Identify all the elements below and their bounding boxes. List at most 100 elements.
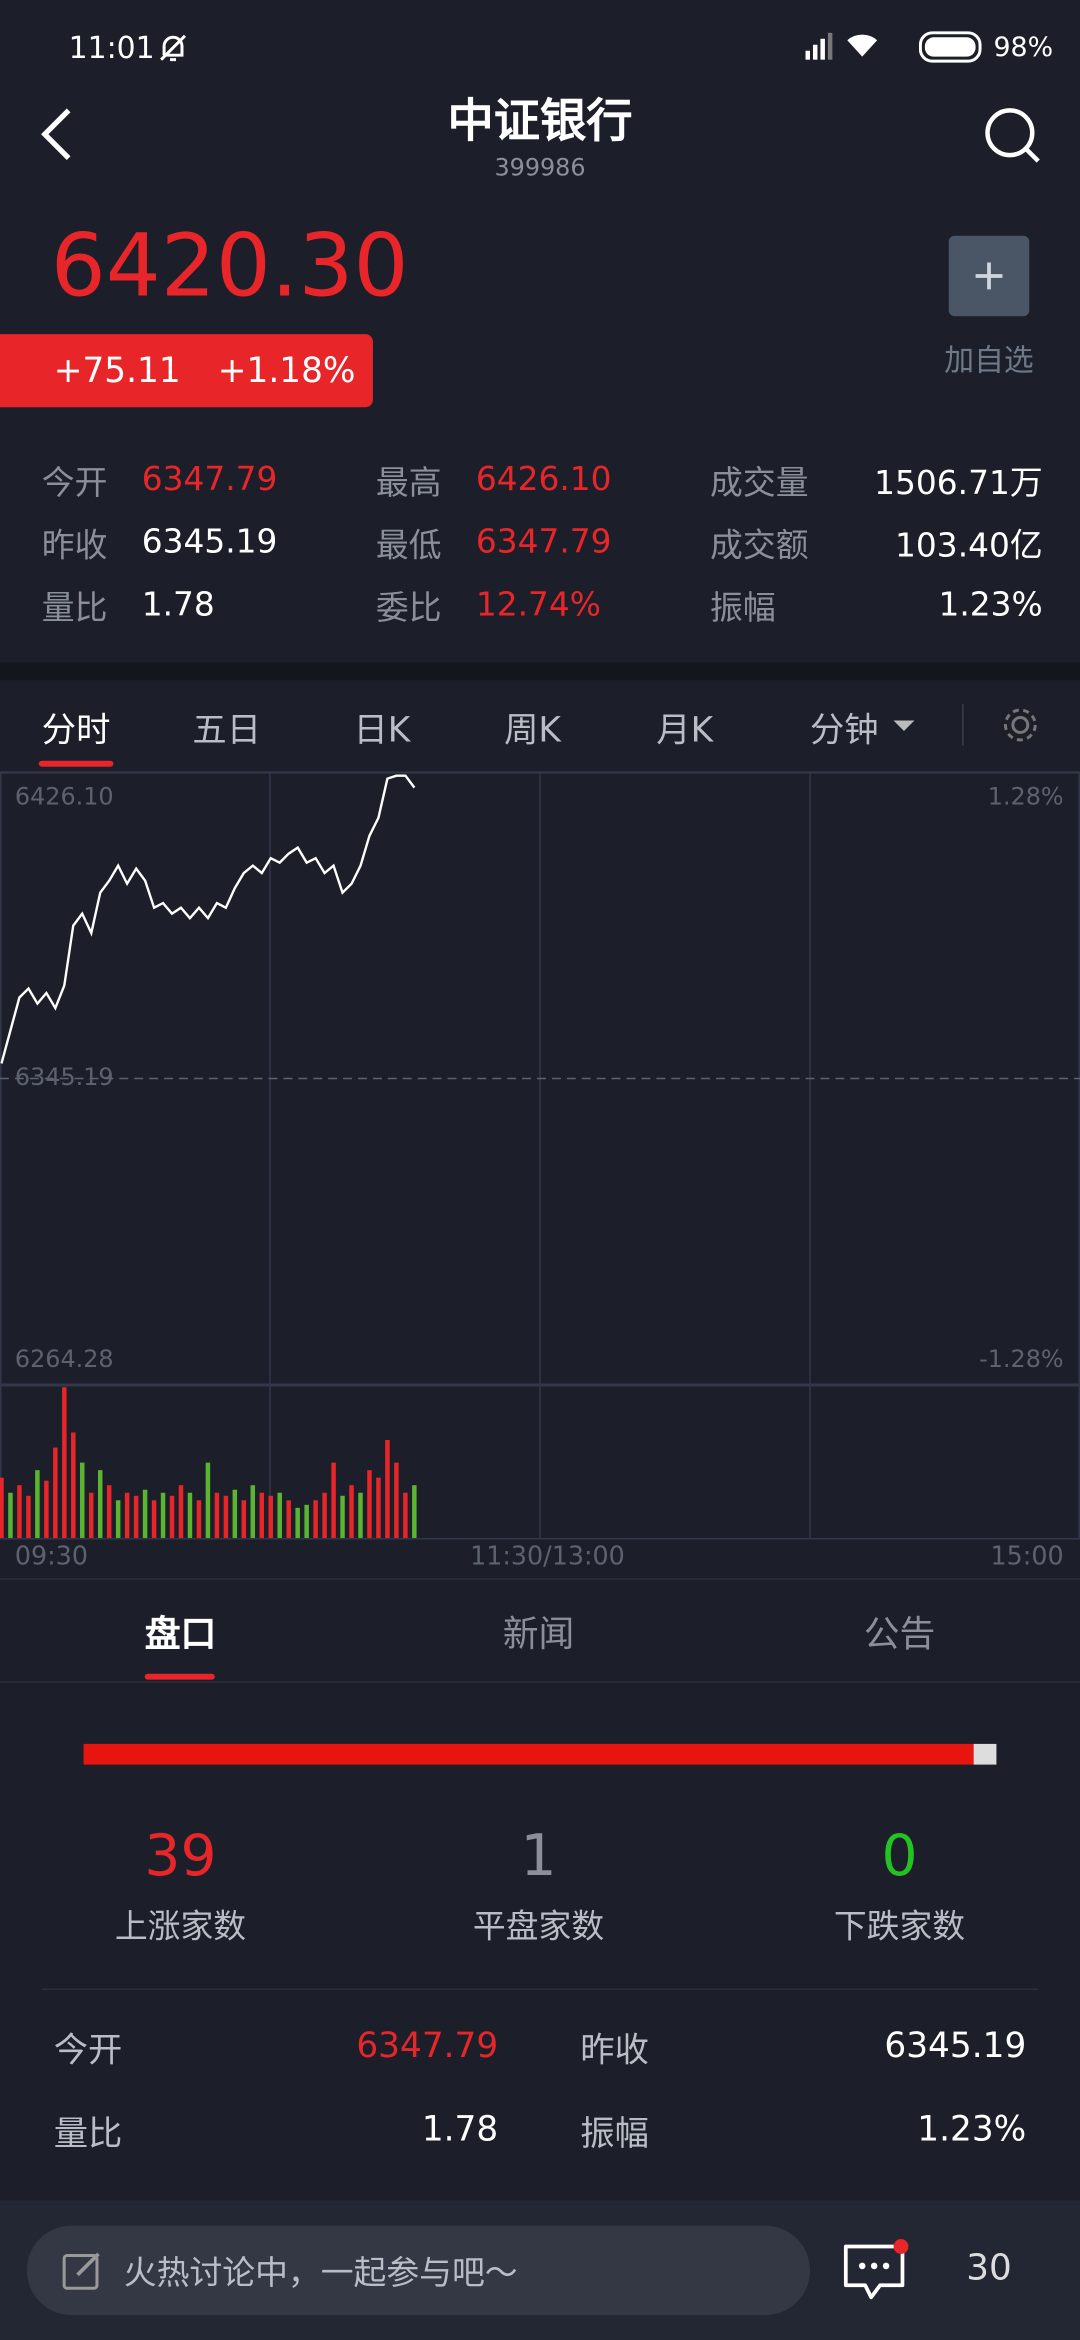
volume-bar <box>133 1495 139 1538</box>
stat-value: 6347.79 <box>141 461 278 499</box>
y2-tick-label: -1.28% <box>979 1345 1063 1373</box>
chart-tab[interactable]: 五日 <box>192 711 262 751</box>
volume-bar <box>358 1492 363 1538</box>
chart-tab[interactable]: 周K <box>504 711 561 751</box>
battery-icon <box>918 31 982 63</box>
volume-bar <box>313 1500 318 1538</box>
add-watchlist-button[interactable] <box>948 235 1030 317</box>
flat-label: 平盘家数 <box>472 1909 605 1947</box>
volume-bar <box>394 1462 399 1538</box>
chart-tab[interactable]: 分时 <box>41 711 111 751</box>
stat-label: 昨收 <box>41 528 108 566</box>
volume-bar <box>322 1492 327 1538</box>
battery-level: 98% <box>993 32 1054 64</box>
stat-label: 最高 <box>375 465 442 503</box>
volume-bar <box>106 1485 112 1538</box>
comment-input[interactable] <box>26 2225 810 2316</box>
volume-bar <box>385 1440 390 1538</box>
volume-bar <box>295 1507 300 1538</box>
up-count: 39 <box>144 1822 217 1889</box>
section-tab[interactable]: 公告 <box>863 1613 936 1656</box>
y-tick-label: 6426.10 <box>15 783 114 811</box>
page-title: 中证银行 <box>447 94 633 149</box>
signal-wifi-icons <box>805 32 878 60</box>
volume-bar <box>62 1387 67 1538</box>
settings-button[interactable] <box>999 704 1041 746</box>
status-time: 11:01 <box>68 29 155 66</box>
section-tab[interactable]: 新闻 <box>502 1613 575 1656</box>
volume-bar <box>376 1477 381 1538</box>
volume-bar <box>8 1492 13 1538</box>
volume-bar <box>17 1485 22 1538</box>
change-percent: +1.18% <box>217 352 356 391</box>
detail-label: 量比 <box>53 2115 123 2155</box>
intraday-chart: 6426.10 6345.19 6264.28 1.28% -1.28% 09:30 11:… <box>0 771 1080 1570</box>
mute-icon <box>160 34 187 62</box>
section-tab[interactable]: 盘口 <box>144 1613 217 1656</box>
stat-label: 最低 <box>375 528 442 566</box>
volume-bar <box>277 1492 282 1538</box>
x-tick-label: 09:30 <box>15 1540 88 1570</box>
price-line <box>0 774 416 1064</box>
volume-bar <box>304 1504 309 1538</box>
comment-count: 30 <box>966 2246 1012 2289</box>
volume-bar <box>169 1495 175 1538</box>
back-button[interactable] <box>33 104 81 164</box>
volume-bar <box>160 1492 166 1538</box>
stat-value: 103.40亿 <box>895 528 1043 566</box>
down-label: 下跌家数 <box>833 1909 966 1947</box>
volume-bar <box>250 1485 256 1538</box>
stat-label: 量比 <box>41 590 108 629</box>
x-tick-label: 15:00 <box>991 1540 1064 1570</box>
last-price: 6420.30 <box>50 214 409 317</box>
search-button[interactable] <box>982 104 1045 167</box>
volume-bar <box>187 1492 193 1538</box>
stock-code: 399986 <box>494 152 586 182</box>
volume-bar <box>80 1462 85 1538</box>
chart-tab[interactable]: 月K <box>656 711 714 751</box>
separator <box>0 1578 1080 1580</box>
stat-value: 1.23% <box>938 586 1043 625</box>
volume-bar <box>142 1489 148 1538</box>
dropdown-arrow <box>893 720 915 731</box>
chart-tab[interactable]: 分钟 <box>809 711 879 751</box>
detail-label: 今开 <box>53 2031 123 2071</box>
volume-bar <box>223 1495 229 1538</box>
tab-divider <box>962 704 964 746</box>
breadth-segment <box>973 1743 997 1765</box>
change-badge <box>0 334 373 408</box>
volume-bar <box>331 1462 336 1538</box>
volume-bar <box>97 1470 103 1538</box>
volume-bar <box>178 1485 184 1538</box>
stat-label: 委比 <box>375 590 442 629</box>
volume-bar <box>205 1462 211 1538</box>
chart-tab[interactable]: 日K <box>353 711 411 751</box>
volume-bar <box>53 1447 58 1538</box>
comments-button[interactable] <box>838 2235 913 2304</box>
volume-bar <box>232 1489 238 1538</box>
x-tick-label: 11:30/13:00 <box>470 1540 625 1570</box>
breadth-segment <box>83 1743 974 1765</box>
stat-value: 12.74% <box>475 586 601 625</box>
plus-icon <box>975 262 1003 290</box>
add-watchlist-label[interactable]: 加自选 <box>944 342 1034 379</box>
stat-value: 1.78 <box>141 586 215 625</box>
volume-bar <box>367 1470 372 1538</box>
stat-label: 成交量 <box>710 465 809 503</box>
volume-bar <box>196 1500 202 1538</box>
volume-bar <box>412 1485 417 1538</box>
stat-value: 6345.19 <box>141 524 278 562</box>
y2-tick-label: 1.28% <box>988 783 1064 811</box>
stat-label: 成交额 <box>710 528 809 566</box>
separator <box>0 1681 1080 1683</box>
stat-label: 今开 <box>41 465 108 503</box>
comment-placeholder[interactable]: 火热讨论中，一起参与吧～ <box>123 2255 518 2293</box>
change-value: +75.11 <box>53 352 181 391</box>
volume-bar <box>89 1492 94 1538</box>
stat-value: 1506.71万 <box>874 465 1043 503</box>
volume-bar <box>0 1477 4 1538</box>
separator <box>0 662 1080 681</box>
section-tab-indicator <box>144 1673 215 1680</box>
volume-bar <box>71 1432 76 1538</box>
